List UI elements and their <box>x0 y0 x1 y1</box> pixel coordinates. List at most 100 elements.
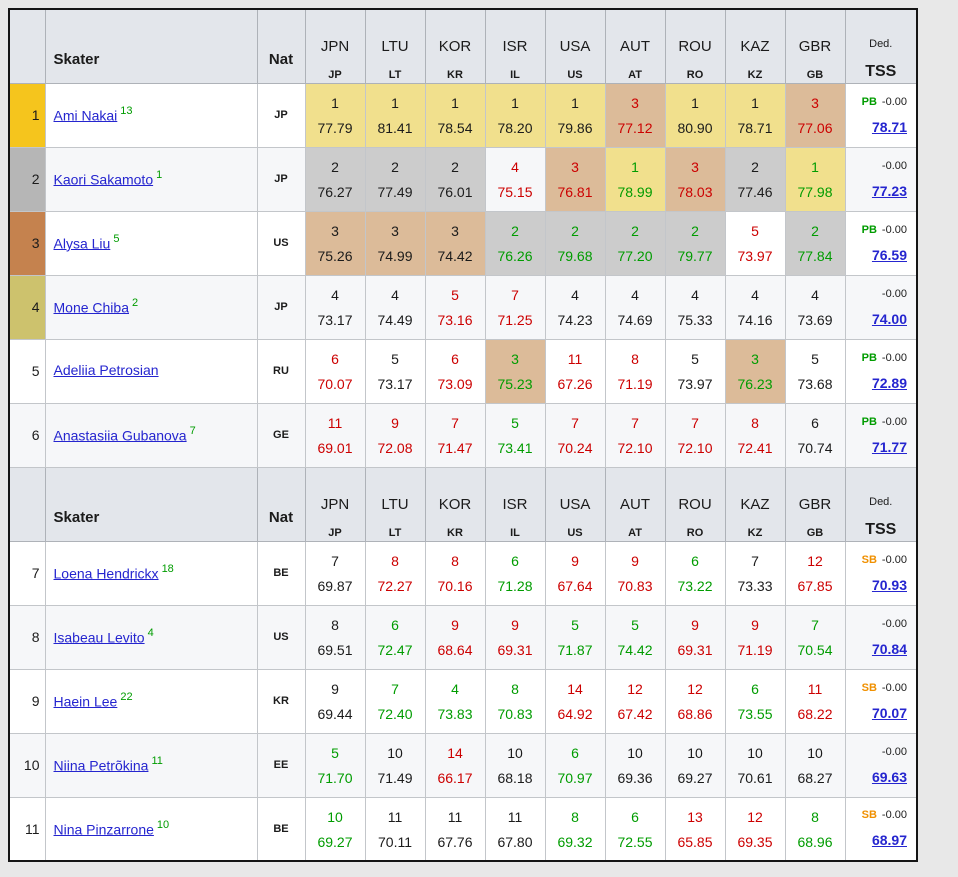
ded-tag-pb: PB <box>861 223 877 236</box>
rank-cell: 9 <box>8 668 46 734</box>
event-place: 3 <box>511 351 519 367</box>
skater-link[interactable]: Ami Nakai <box>53 107 118 124</box>
event-place: 1 <box>751 95 759 111</box>
skater-link[interactable]: Loena Hendrickx <box>53 565 159 582</box>
event-place: 3 <box>631 95 639 111</box>
header-row: Skater Nat JPN JP LTU LT KOR KR ISR IL USA US AUT AT R… <box>8 466 918 542</box>
event-place: 3 <box>331 223 339 239</box>
event-host-abbr: GB <box>806 526 824 539</box>
ded-value: -0.00 <box>881 415 907 428</box>
event-place: 5 <box>691 351 699 367</box>
event-result-cell-usa: 8 69.32 <box>544 796 606 862</box>
event-score: 73.97 <box>737 248 773 264</box>
skater-column-label: Skater <box>53 50 100 68</box>
event-score: 70.24 <box>557 440 593 456</box>
skater-link[interactable]: Nina Pinzarrone <box>53 820 154 837</box>
skater-link[interactable]: Adeliia Petrosian <box>53 362 159 378</box>
rank-cell: 1 <box>8 82 46 148</box>
tss-link[interactable]: 76.59 <box>871 246 907 263</box>
tss-link[interactable]: 74.00 <box>871 310 907 327</box>
event-score: 76.23 <box>737 376 773 392</box>
tss-link[interactable]: 69.63 <box>871 768 907 785</box>
tss-link[interactable]: 78.71 <box>871 118 907 135</box>
event-score: 80.90 <box>677 120 713 136</box>
rank-column-header <box>8 8 46 84</box>
event-place: 8 <box>811 808 819 825</box>
skater-link[interactable]: Mone Chiba <box>53 299 130 316</box>
event-column-header-aut: AUT AT <box>604 8 666 84</box>
skater-link[interactable]: Alysa Liu <box>53 235 111 252</box>
ded-label: Ded. <box>869 495 893 508</box>
tss-link[interactable]: 70.07 <box>871 704 907 721</box>
skater-superscript: 10 <box>156 818 170 831</box>
ded-tss-cell: -0.00 70.84 <box>844 604 918 670</box>
event-country-code: USA <box>559 495 591 513</box>
event-score: 69.44 <box>317 706 353 722</box>
ded-tag-sb: SB <box>861 681 877 694</box>
event-score: 71.87 <box>557 642 593 658</box>
tss-link[interactable]: 71.77 <box>871 438 907 455</box>
event-host-abbr: RO <box>686 526 704 539</box>
tss-link[interactable]: 70.93 <box>871 576 907 593</box>
tss-link[interactable]: 77.23 <box>871 182 907 199</box>
nat-cell: EE <box>256 732 306 798</box>
skater-link[interactable]: Haein Lee <box>53 693 118 710</box>
event-result-cell-rou: 4 75.33 <box>664 274 726 340</box>
event-host-abbr: RO <box>686 68 704 81</box>
event-place: 3 <box>811 95 819 111</box>
event-result-cell-isr: 6 71.28 <box>484 540 546 606</box>
skater-link[interactable]: Anastasiia Gubanova <box>53 427 187 444</box>
ded-line: -0.00 <box>846 287 907 308</box>
event-score: 67.26 <box>557 376 593 392</box>
event-result-cell-kor: 14 66.17 <box>424 732 486 798</box>
skater-superscript: 7 <box>189 424 196 437</box>
tss-link[interactable]: 72.89 <box>871 374 907 391</box>
event-place: 11 <box>807 681 823 697</box>
event-score: 75.23 <box>497 376 533 392</box>
event-place: 5 <box>331 745 339 761</box>
rank-column-header <box>8 466 46 542</box>
event-place: 7 <box>451 415 459 431</box>
rank-cell: 10 <box>8 732 46 798</box>
event-host-abbr: KR <box>447 526 463 539</box>
event-place: 10 <box>747 745 763 761</box>
event-country-code: LTU <box>381 37 409 55</box>
event-score: 66.17 <box>437 770 473 786</box>
tss-line: 74.00 <box>846 308 907 328</box>
event-host-abbr: LT <box>388 526 402 539</box>
event-result-cell-gbr: 4 73.69 <box>784 274 846 340</box>
event-result-cell-rou: 2 79.77 <box>664 210 726 276</box>
event-result-cell-isr: 11 67.80 <box>484 796 546 862</box>
event-score: 73.09 <box>437 376 473 392</box>
tss-link[interactable]: 70.84 <box>871 640 907 657</box>
tss-line: 77.23 <box>846 180 907 200</box>
event-result-cell-ltu: 9 72.08 <box>364 402 426 468</box>
nat-cell: BE <box>256 796 306 862</box>
event-result-cell-kor: 6 73.09 <box>424 338 486 404</box>
event-result-cell-aut: 6 72.55 <box>604 796 666 862</box>
event-result-cell-isr: 2 76.26 <box>484 210 546 276</box>
event-score: 72.41 <box>737 440 773 456</box>
event-place: 9 <box>571 553 579 569</box>
event-result-cell-ltu: 3 74.99 <box>364 210 426 276</box>
event-score: 69.51 <box>317 642 353 658</box>
event-score: 69.01 <box>317 440 353 456</box>
event-result-cell-usa: 5 71.87 <box>544 604 606 670</box>
event-result-cell-rou: 1 80.90 <box>664 82 726 148</box>
event-place: 1 <box>631 159 639 175</box>
event-place: 4 <box>691 287 699 303</box>
skater-link[interactable]: Kaori Sakamoto <box>53 171 154 188</box>
skater-link[interactable]: Isabeau Levito <box>53 629 145 646</box>
header-row: Skater Nat JPN JP LTU LT KOR KR ISR IL USA US AUT AT R… <box>8 8 918 84</box>
rank-cell: 3 <box>8 210 46 276</box>
tss-label: TSS <box>865 520 897 538</box>
event-result-cell-kaz: 9 71.19 <box>724 604 786 670</box>
event-host-abbr: US <box>567 526 583 539</box>
event-place: 9 <box>331 681 339 697</box>
skater-link[interactable]: Niina Petrõkina <box>53 757 149 774</box>
tss-link[interactable]: 68.97 <box>871 832 907 849</box>
event-result-cell-usa: 2 79.68 <box>544 210 606 276</box>
event-country-code: GBR <box>798 37 832 55</box>
event-result-cell-gbr: 7 70.54 <box>784 604 846 670</box>
event-column-header-rou: ROU RO <box>664 466 726 542</box>
